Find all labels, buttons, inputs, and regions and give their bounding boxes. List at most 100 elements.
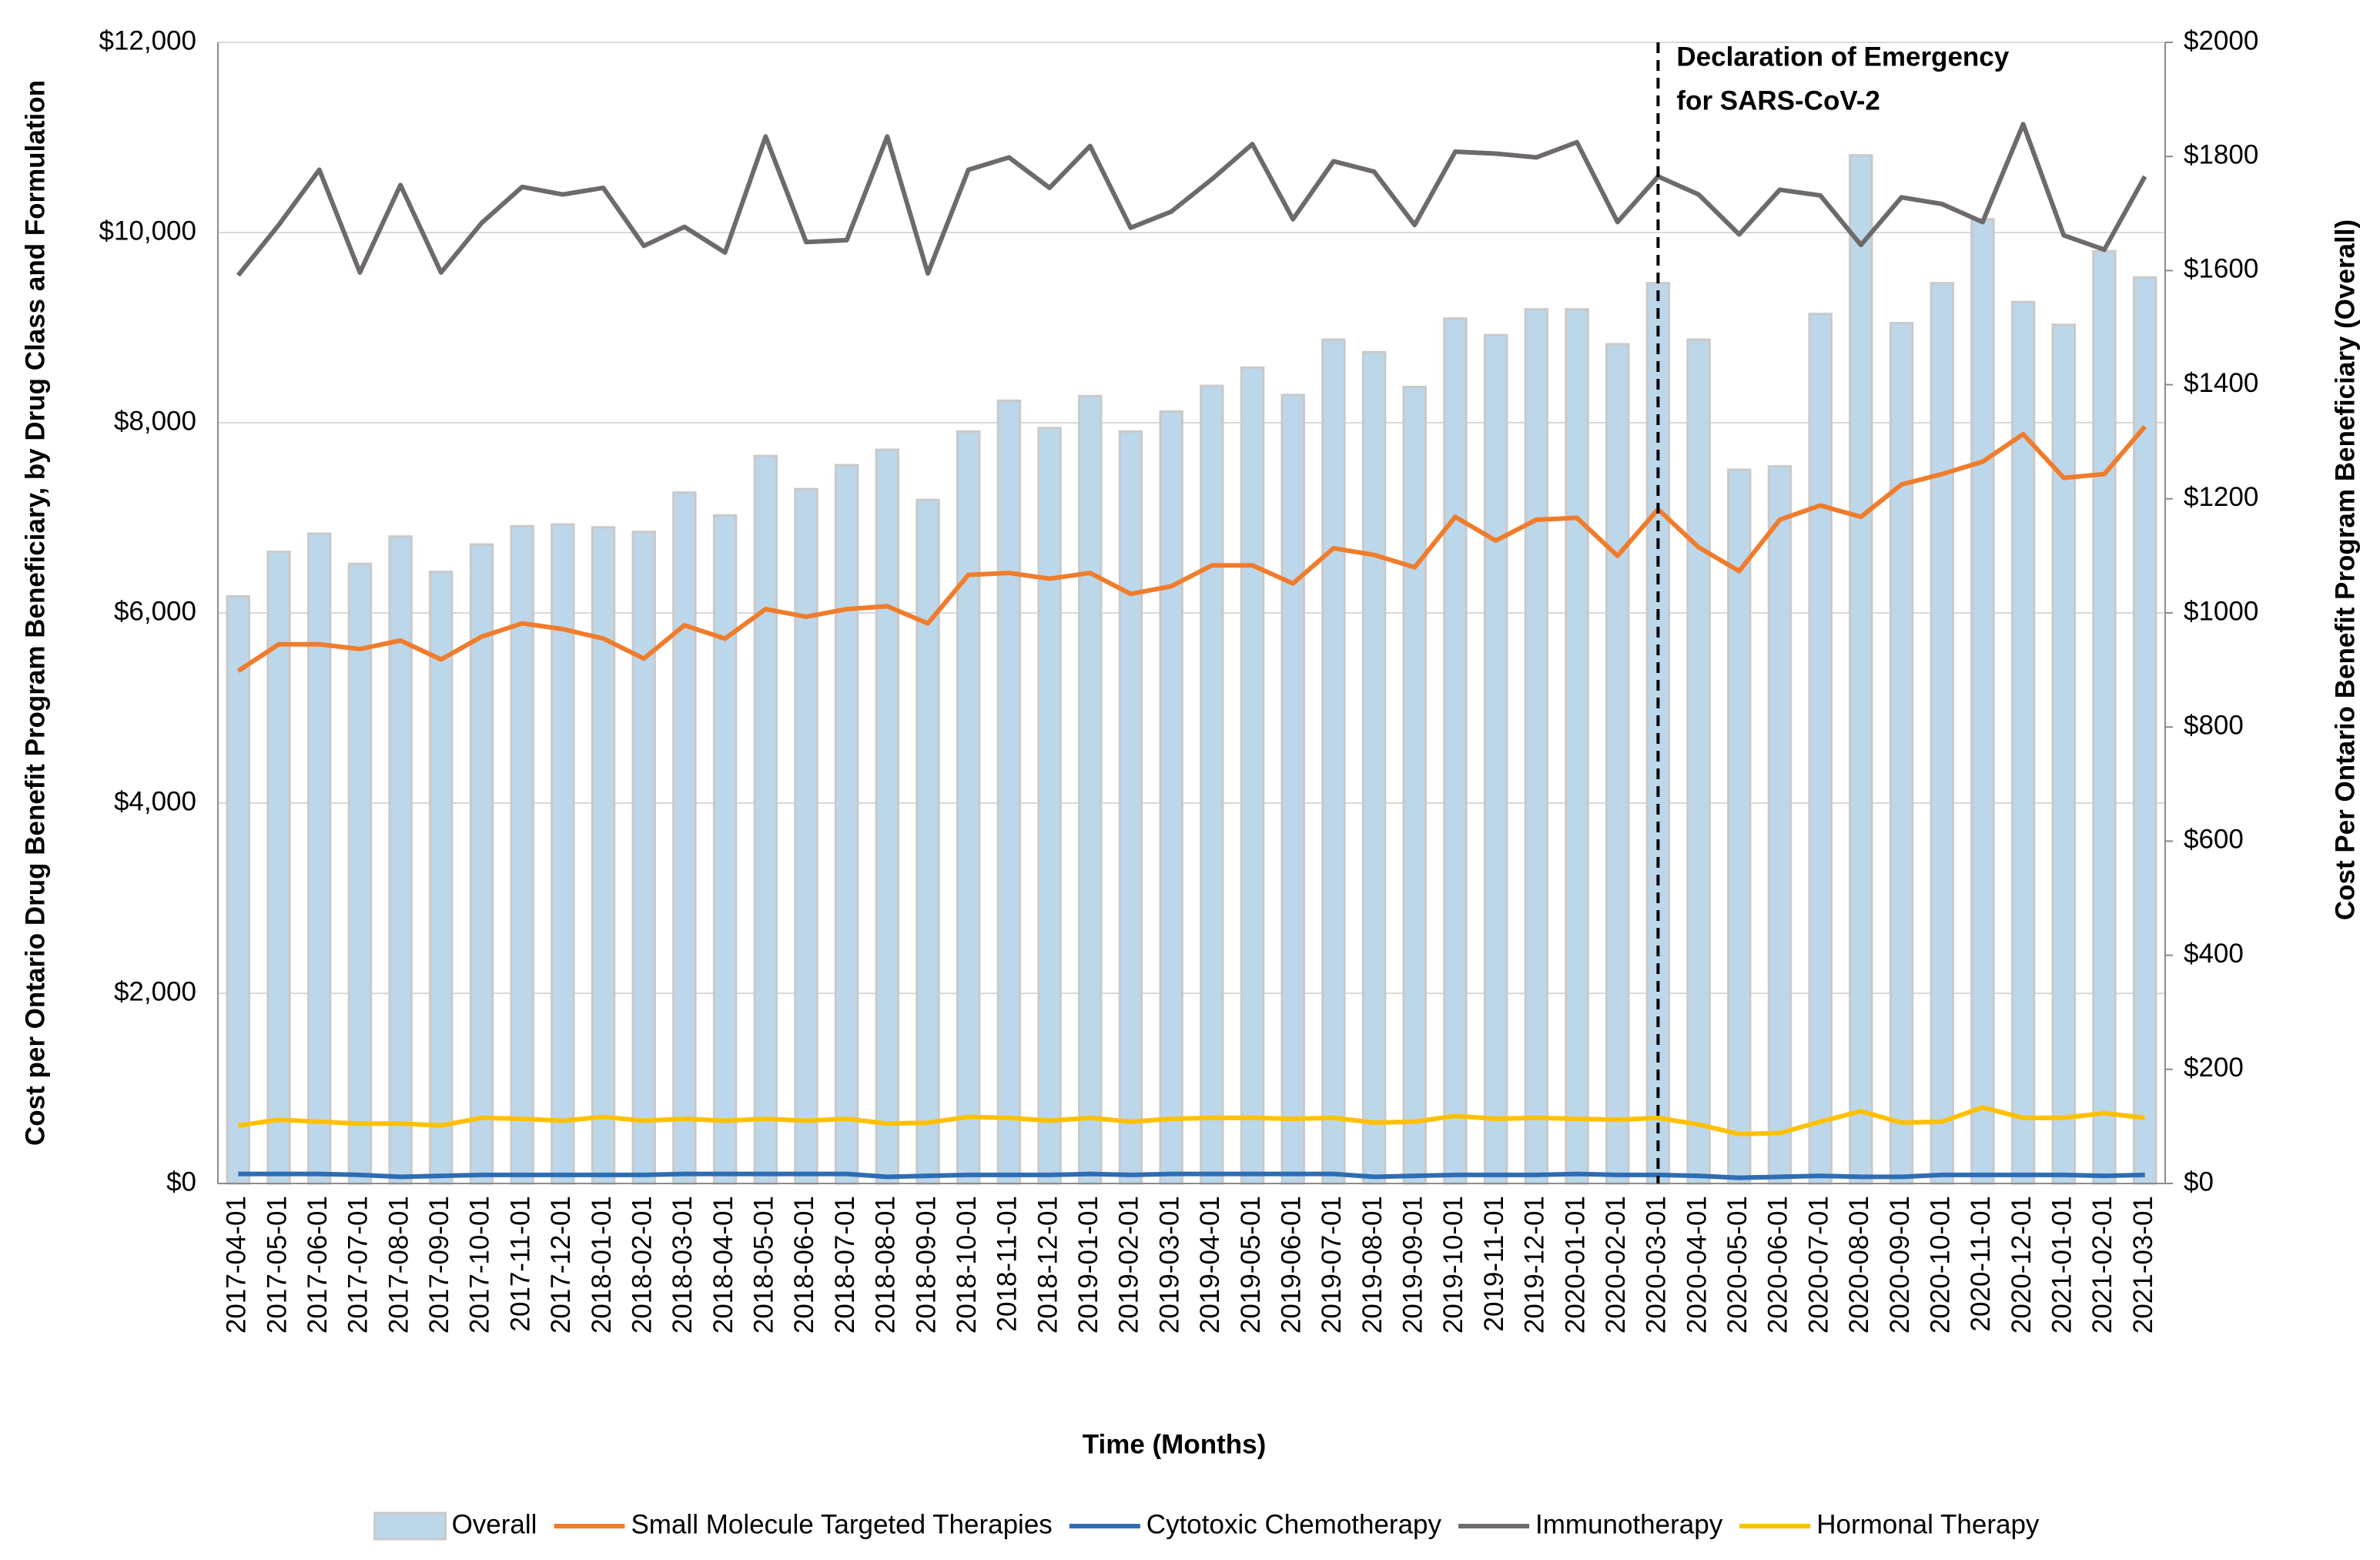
x-tick-label: 2019-12-01 xyxy=(1520,1196,1550,1334)
x-tick-label: 2018-06-01 xyxy=(789,1196,819,1334)
x-tick-label: 2018-03-01 xyxy=(668,1196,698,1334)
legend: Overall Small Molecule Targeted Therapies… xyxy=(373,1509,2040,1541)
bar xyxy=(875,448,900,1185)
bar xyxy=(1849,154,1873,1185)
bar xyxy=(996,399,1022,1185)
y2-tick-label: $400 xyxy=(2184,939,2244,969)
x-tick-label: 2017-12-01 xyxy=(546,1196,576,1334)
bar xyxy=(388,535,413,1185)
bar xyxy=(2010,300,2036,1185)
x-tick-label: 2018-05-01 xyxy=(749,1196,779,1334)
bar xyxy=(712,514,738,1185)
y2-tick-label: $1800 xyxy=(2184,139,2258,169)
bar xyxy=(2132,276,2157,1185)
x-tick-label: 2019-03-01 xyxy=(1154,1196,1184,1334)
bar xyxy=(1808,313,1833,1185)
y-tick-label: $12,000 xyxy=(99,25,196,55)
x-tick-label: 2019-05-01 xyxy=(1236,1196,1266,1334)
x-tick-label: 2017-06-01 xyxy=(303,1196,333,1334)
bar xyxy=(794,487,818,1185)
x-tick-label: 2018-07-01 xyxy=(830,1196,860,1334)
y2-tick-label: $800 xyxy=(2184,710,2244,740)
y-tick-label: $10,000 xyxy=(99,216,196,246)
x-tick-label: 2020-04-01 xyxy=(1682,1196,1712,1334)
x-tick-label: 2020-12-01 xyxy=(2007,1196,2037,1334)
x-tick-label: 2018-11-01 xyxy=(993,1196,1023,1331)
y2-tick-label: $1600 xyxy=(2184,254,2258,284)
bar xyxy=(429,571,454,1185)
y2-tick-label: $1400 xyxy=(2184,368,2258,398)
bar xyxy=(672,491,697,1185)
x-tick-label: 2021-01-01 xyxy=(2047,1196,2077,1334)
x-tick-label: 2019-09-01 xyxy=(1398,1196,1428,1334)
x-tick-label: 2019-04-01 xyxy=(1195,1196,1225,1334)
x-tick-label: 2020-06-01 xyxy=(1763,1196,1793,1334)
legend-label: Overall xyxy=(452,1509,537,1539)
annotation-text: for SARS-CoV-2 xyxy=(1676,85,1880,115)
bar xyxy=(1970,218,1995,1185)
legend-label: Hormonal Therapy xyxy=(1816,1509,2040,1539)
bar xyxy=(510,524,534,1185)
bar xyxy=(2051,323,2077,1185)
legend-label: Immunotherapy xyxy=(1535,1509,1723,1539)
x-tick-label: 2020-05-01 xyxy=(1722,1196,1752,1334)
x-tick-label: 2020-08-01 xyxy=(1844,1196,1874,1334)
annotation-text: Declaration of Emergency xyxy=(1676,42,2009,72)
bar xyxy=(1686,338,1711,1185)
x-tick-label: 2019-08-01 xyxy=(1357,1196,1387,1334)
x-tick-label: 2020-03-01 xyxy=(1642,1196,1672,1334)
y-tick-label: $8,000 xyxy=(114,406,196,436)
bar xyxy=(1240,366,1265,1185)
legend-swatch xyxy=(373,1511,447,1541)
legend-label: Cytotoxic Chemotherapy xyxy=(1146,1509,1442,1539)
bar xyxy=(1605,343,1630,1185)
line xyxy=(236,424,2147,673)
x-tick-label: 2017-07-01 xyxy=(343,1196,373,1334)
bar xyxy=(1037,427,1062,1185)
x-tick-label: 2017-11-01 xyxy=(505,1196,535,1331)
x-tick-label: 2017-04-01 xyxy=(222,1196,252,1334)
x-tick-label: 2020-07-01 xyxy=(1803,1196,1833,1334)
x-tick-label: 2019-02-01 xyxy=(1114,1196,1144,1334)
legend-label: Small Molecule Targeted Therapies xyxy=(631,1509,1052,1539)
bar xyxy=(2092,249,2117,1185)
line xyxy=(238,1171,2145,1180)
bar xyxy=(1443,317,1468,1185)
x-tick-label: 2020-10-01 xyxy=(1925,1196,1955,1334)
bar xyxy=(306,532,332,1185)
x-tick-label: 2021-02-01 xyxy=(2087,1196,2117,1334)
bar xyxy=(1930,282,1954,1185)
x-tick-label: 2018-12-01 xyxy=(1033,1196,1063,1334)
bar xyxy=(1361,350,1387,1185)
bar xyxy=(1280,393,1305,1185)
bar xyxy=(1118,430,1143,1185)
x-tick-label: 2019-07-01 xyxy=(1317,1196,1347,1334)
y2-tick-label: $1200 xyxy=(2184,482,2258,512)
x-tick-label: 2018-02-01 xyxy=(627,1196,657,1334)
bar xyxy=(1200,384,1224,1185)
x-tick-label: 2017-08-01 xyxy=(383,1196,413,1334)
bar xyxy=(834,464,859,1185)
bar xyxy=(591,526,616,1185)
bar xyxy=(1402,386,1428,1185)
bar xyxy=(1078,394,1103,1185)
x-tick-label: 2019-11-01 xyxy=(1479,1196,1509,1331)
bar xyxy=(347,562,373,1185)
x-tick-label: 2017-05-01 xyxy=(262,1196,292,1334)
bar xyxy=(1321,338,1346,1185)
x-tick-label: 2017-10-01 xyxy=(465,1196,495,1334)
x-tick-label: 2020-01-01 xyxy=(1560,1196,1590,1334)
x-tick-label: 2018-10-01 xyxy=(952,1196,982,1334)
line xyxy=(236,122,2147,277)
x-tick-label: 2020-11-01 xyxy=(1966,1196,1996,1331)
bar xyxy=(1767,465,1793,1185)
y-axis-title: Cost per Ontario Drug Benefit Program Be… xyxy=(20,80,50,1146)
x-tick-label: 2018-08-01 xyxy=(871,1196,901,1334)
bar xyxy=(631,531,656,1185)
y2-tick-label: $0 xyxy=(2184,1167,2214,1197)
y-tick-label: $4,000 xyxy=(114,786,196,816)
y-tick-label: $2,000 xyxy=(114,976,196,1006)
x-tick-label: 2018-09-01 xyxy=(911,1196,941,1334)
line xyxy=(237,1105,2146,1137)
